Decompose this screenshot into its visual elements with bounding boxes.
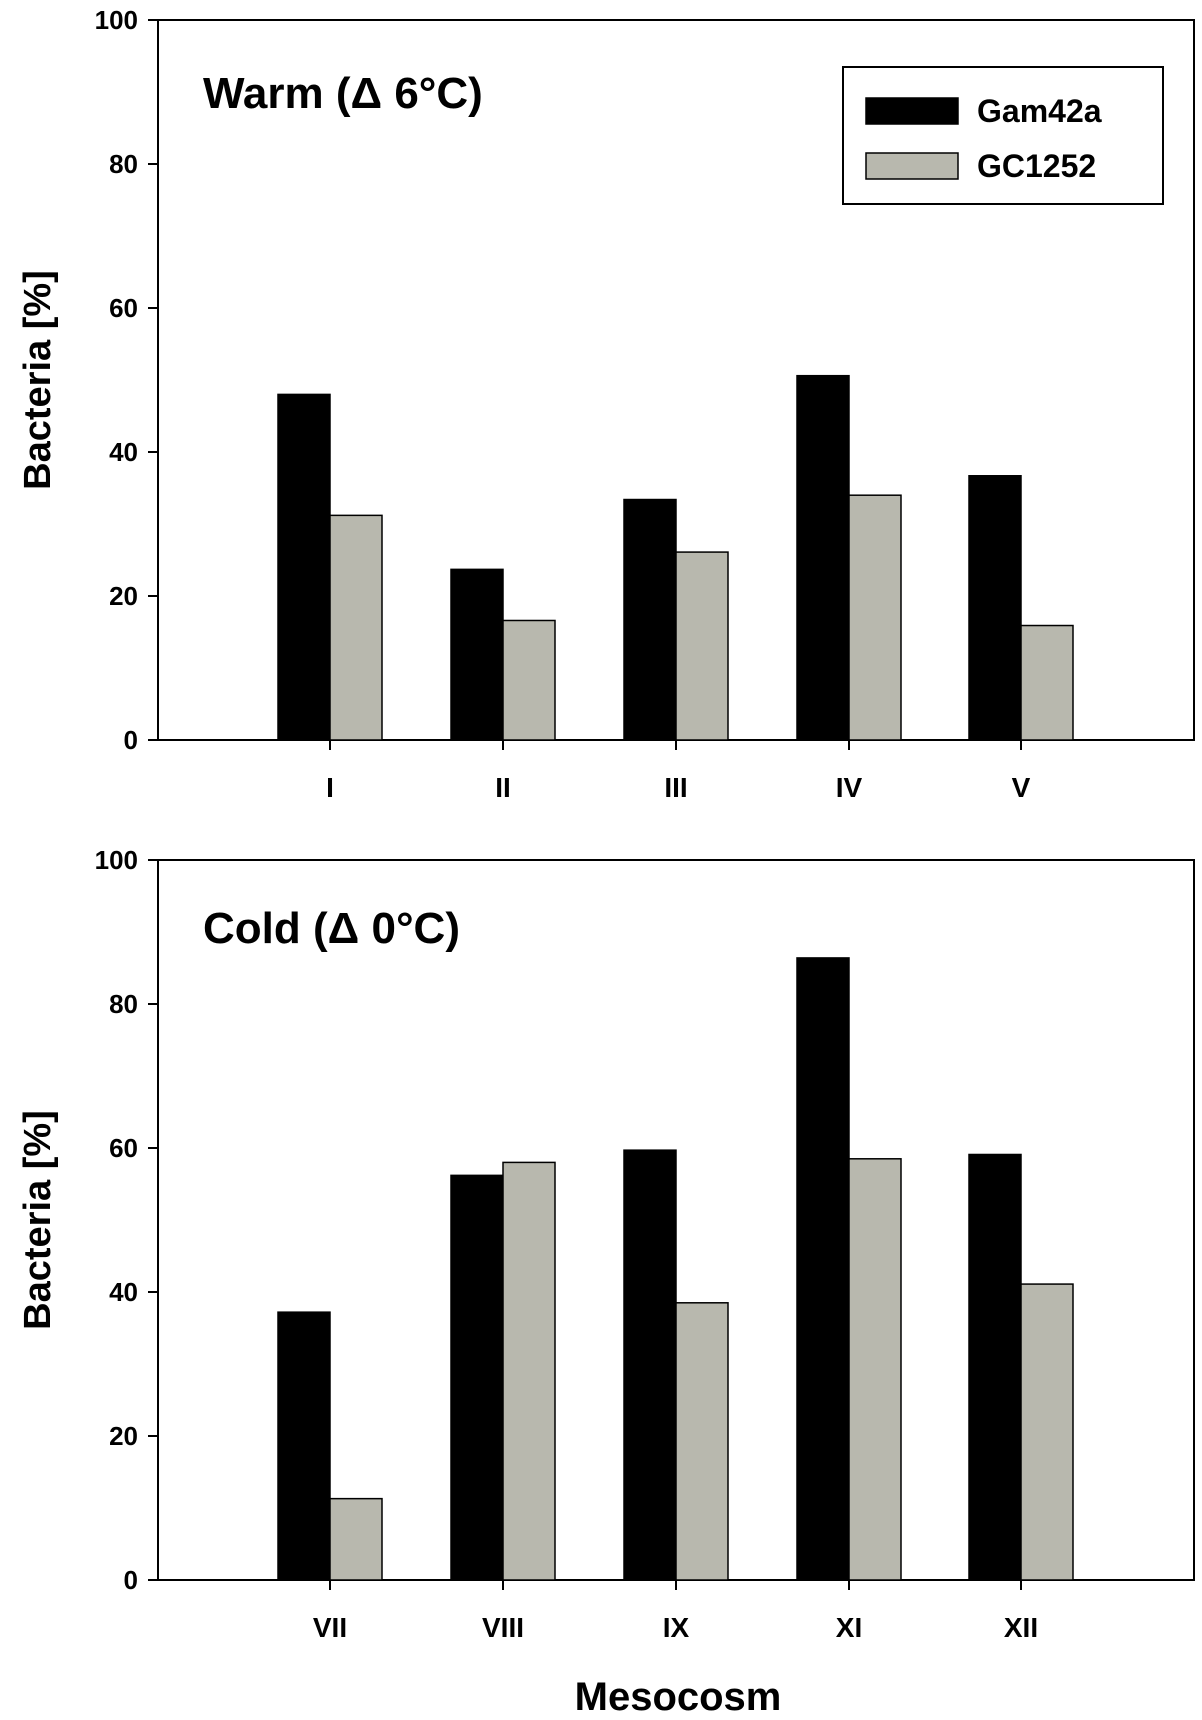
bar-gc1252-xii bbox=[1020, 1283, 1074, 1581]
panel-title: Warm (Δ 6°C) bbox=[203, 69, 483, 118]
bar-gam42a-vii bbox=[277, 1311, 331, 1581]
x-category-label: I bbox=[326, 772, 334, 803]
x-category-label: XII bbox=[1004, 1612, 1038, 1643]
y-tick-label: 100 bbox=[95, 5, 138, 35]
bar-gam42a-i bbox=[277, 393, 331, 741]
x-category-label: II bbox=[495, 772, 511, 803]
panel-title: Cold (Δ 0°C) bbox=[203, 904, 460, 953]
bar-gam42a-v bbox=[968, 475, 1022, 741]
y-tick-label: 40 bbox=[109, 437, 138, 467]
y-tick-label: 20 bbox=[109, 1421, 138, 1451]
y-tick-label: 80 bbox=[109, 149, 138, 179]
bar-gc1252-viii bbox=[502, 1161, 556, 1581]
y-axis-label: Bacteria [%] bbox=[17, 1110, 59, 1330]
legend-box bbox=[842, 66, 1164, 205]
bar-gam42a-iv bbox=[796, 374, 850, 741]
y-tick-label: 60 bbox=[109, 293, 138, 323]
x-category-label: IV bbox=[836, 772, 863, 803]
bar-gam42a-ii bbox=[450, 568, 504, 741]
y-tick-label: 40 bbox=[109, 1277, 138, 1307]
x-category-label: VIII bbox=[482, 1612, 524, 1643]
chart-panel-2: 0 20 40 60 80 100 Bacteria [%] VII VIII IX XI XII Co… bbox=[17, 845, 1195, 1719]
legend-swatch-gam42a bbox=[865, 97, 959, 125]
x-category-label: XI bbox=[836, 1612, 862, 1643]
legend-label-gc1252: GC1252 bbox=[977, 148, 1096, 184]
y-tick-label: 60 bbox=[109, 1133, 138, 1163]
bar-gam42a-xi bbox=[796, 957, 850, 1581]
bar-gam42a-viii bbox=[450, 1174, 504, 1581]
bar-gc1252-i bbox=[329, 514, 383, 741]
y-tick-label: 100 bbox=[95, 845, 138, 875]
bar-gam42a-ix bbox=[623, 1149, 677, 1581]
bar-gam42a-iii bbox=[623, 498, 677, 741]
bar-gc1252-vii bbox=[329, 1497, 383, 1581]
x-category-label: VII bbox=[313, 1612, 347, 1643]
x-category-label: IX bbox=[663, 1612, 690, 1643]
x-axis-label: Mesocosm bbox=[575, 1675, 782, 1719]
bar-gc1252-iv bbox=[848, 494, 902, 741]
legend-label-gam42a: Gam42a bbox=[977, 93, 1102, 129]
bar-gc1252-ii bbox=[502, 619, 556, 741]
x-category-label: V bbox=[1012, 772, 1031, 803]
legend: Gam42a GC1252 bbox=[842, 66, 1164, 205]
y-axis-label: Bacteria [%] bbox=[17, 270, 59, 490]
bar-gam42a-xii bbox=[968, 1153, 1022, 1581]
bar-gc1252-ix bbox=[675, 1302, 729, 1581]
y-tick-label: 80 bbox=[109, 989, 138, 1019]
y-tick-label: 0 bbox=[124, 1565, 138, 1595]
bar-gc1252-xi bbox=[848, 1158, 902, 1581]
bar-gc1252-iii bbox=[675, 551, 729, 741]
x-category-label: III bbox=[664, 772, 687, 803]
y-tick-label: 20 bbox=[109, 581, 138, 611]
y-tick-label: 0 bbox=[124, 725, 138, 755]
legend-swatch-gc1252 bbox=[865, 152, 959, 180]
bar-gc1252-v bbox=[1020, 624, 1074, 741]
